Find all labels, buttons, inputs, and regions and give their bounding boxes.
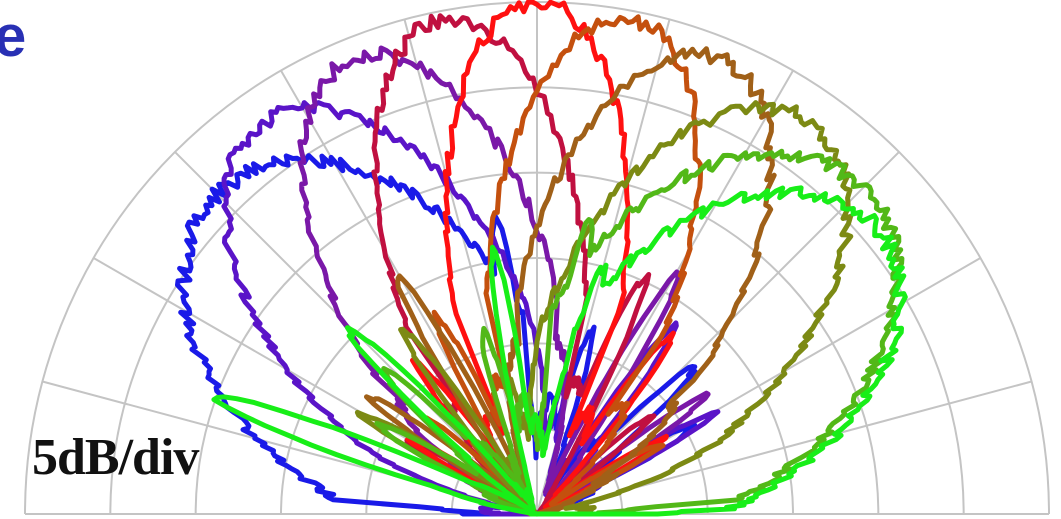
pattern-series-group — [175, 0, 908, 517]
scale-annotation: 5dB/div — [32, 429, 199, 486]
cropped-title-glyph: e — [0, 4, 27, 69]
pattern-series-line — [211, 185, 908, 517]
pattern-series-line — [364, 46, 777, 517]
